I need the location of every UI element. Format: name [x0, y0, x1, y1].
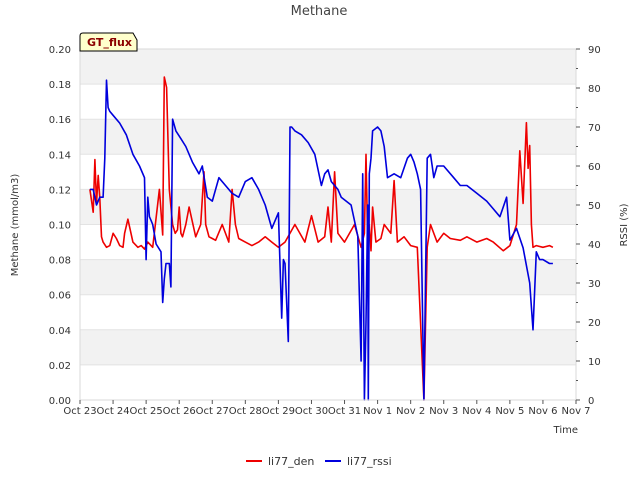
legend-label-li77-rssi: li77_rssi: [347, 455, 392, 468]
y-tick-label: 0.14: [49, 150, 71, 161]
x-tick-label: Nov 3: [429, 406, 458, 417]
x-tick-label: Nov 6: [528, 406, 557, 417]
series-lines: [89, 76, 554, 401]
gt-flux-badge: GT_flux: [79, 32, 138, 52]
x-tick-label: Oct 25: [130, 406, 163, 417]
y2-tick-label: 10: [588, 357, 601, 368]
chart-title: Methane: [291, 4, 348, 19]
y-axis-label: Methane (mmol/m3): [10, 174, 21, 277]
y-tick-label: 0.08: [49, 256, 71, 267]
y-tick-label: 0.16: [49, 115, 71, 126]
y-tick-label: 0.00: [49, 396, 71, 407]
y2-axis-label: RSSI (%): [619, 203, 630, 246]
y2-tick-label: 30: [588, 279, 601, 290]
background-band: [80, 259, 576, 295]
y-tick-label: 0.10: [49, 221, 71, 232]
background-band: [80, 49, 576, 85]
background-band: [80, 119, 576, 155]
x-tick-label: Oct 31: [328, 406, 361, 417]
plot-background-bands: [80, 49, 576, 365]
x-tick-label: Oct 28: [229, 406, 262, 417]
y2-tick-label: 0: [588, 396, 594, 407]
x-tick-label: Oct 30: [295, 406, 328, 417]
y-tick-label: 0.20: [49, 45, 71, 56]
y-tick-label: 0.12: [49, 185, 71, 196]
background-band: [80, 329, 576, 365]
badge-background: [79, 32, 138, 52]
y-tick-label: 0.04: [49, 326, 71, 337]
x-tick-label: Nov 2: [396, 406, 425, 417]
y2-tick-label: 80: [588, 84, 601, 95]
y-tick-label: 0.02: [49, 361, 71, 372]
y-tick-label: 0.06: [49, 291, 71, 302]
x-axis-label: Time: [553, 425, 578, 436]
y2-tick-label: 40: [588, 240, 601, 251]
y2-tick-label: 50: [588, 201, 601, 212]
x-tick-label: Nov 5: [495, 406, 524, 417]
series-line-li77-rssi: [89, 79, 553, 401]
x-axis: Oct 23 Oct 24 Oct 25 Oct 26 Oct 27 Oct 28 Oct …: [63, 400, 591, 417]
x-tick-label: Oct 29: [262, 406, 295, 417]
y2-tick-label: 90: [588, 45, 601, 56]
legend-label-li77-den: li77_den: [268, 455, 314, 468]
y2-tick-label: 70: [588, 123, 601, 134]
x-tick-label: Nov 1: [363, 406, 392, 417]
x-tick-label: Oct 27: [196, 406, 229, 417]
legend: li77_den li77_rssi: [246, 455, 392, 468]
y-axis-right: 0 10 20 30 40 50 60 70 80 90: [576, 45, 601, 407]
badge-label: GT_flux: [87, 36, 132, 49]
x-tick-label: Oct 26: [163, 406, 196, 417]
x-tick-label: Oct 24: [96, 406, 129, 417]
x-tick-label: Nov 4: [462, 406, 491, 417]
x-tick-label: Oct 23: [63, 406, 96, 417]
y-axis-left: 0.00 0.02 0.04 0.06 0.08 0.10 0.12 0.14 0.16 0.18…: [49, 45, 71, 407]
x-tick-label: Nov 7: [561, 406, 590, 417]
y-tick-label: 0.18: [49, 80, 71, 91]
series-line-li77-den: [89, 76, 554, 401]
y2-tick-label: 20: [588, 318, 601, 329]
y2-tick-label: 60: [588, 162, 601, 173]
